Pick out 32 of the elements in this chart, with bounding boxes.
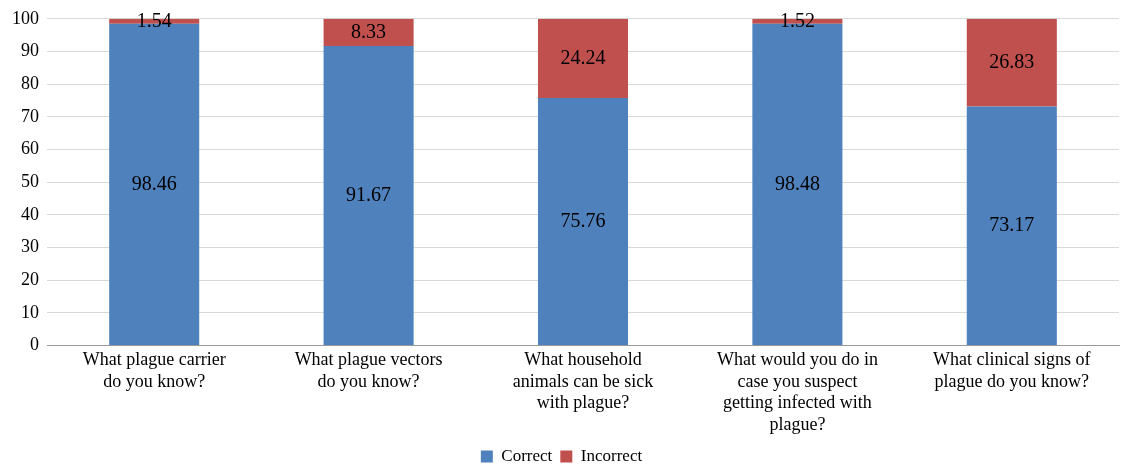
bar (537, 18, 629, 99)
y-tick-label: 50 (21, 170, 39, 191)
y-tick-label: 80 (21, 72, 39, 93)
data-label: 91.67 (346, 182, 392, 205)
data-label: 98.48 (774, 171, 820, 194)
y-tick-label: 30 (21, 236, 39, 257)
data-label: 26.83 (989, 49, 1035, 72)
y-tick-label: 10 (21, 301, 39, 322)
data-label: 75.76 (560, 208, 606, 231)
x-tick-label: What household animals can be sick with plague? (512, 349, 654, 413)
y-tick-label: 40 (21, 203, 39, 224)
y-tick-label: 0 (30, 334, 39, 355)
data-label: 73.17 (989, 213, 1035, 236)
y-tick-label: 20 (21, 268, 39, 289)
x-tick-label: What would you do in case you suspect getting infected with plague? (716, 349, 878, 434)
x-tick-label: What plague vectors do you know? (294, 349, 443, 391)
data-label: 98.46 (131, 171, 177, 194)
y-tick-label: 90 (21, 40, 39, 61)
y-tick-label: 100 (12, 7, 39, 28)
data-label: 8.33 (351, 19, 387, 42)
bar (323, 18, 414, 47)
bar (323, 46, 414, 346)
y-tick-label: 60 (21, 138, 39, 159)
legend-label: Incorrect (580, 445, 643, 465)
y-tick-label: 70 (21, 105, 39, 126)
bar (537, 98, 629, 346)
bar (966, 18, 1057, 107)
data-label: 24.24 (560, 45, 606, 68)
x-tick-label: What clinical signs of plague do you know? (933, 349, 1091, 391)
x-tick-label: What plague carrier do you know? (82, 349, 226, 391)
bar (966, 106, 1057, 346)
legend-label: Correct (501, 445, 553, 465)
